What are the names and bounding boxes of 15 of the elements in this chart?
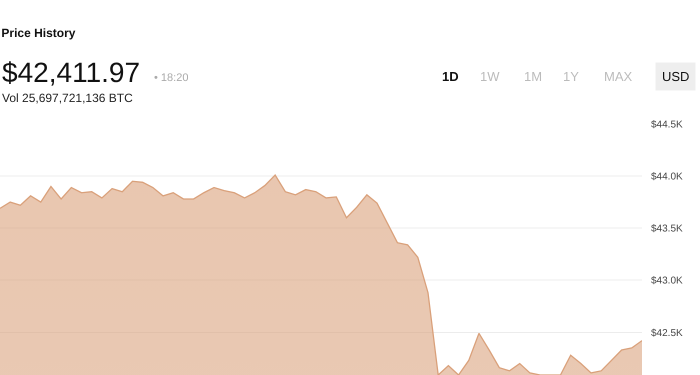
- text: • 18:20: [154, 72, 188, 84]
- chart-title: Price History: [1, 26, 76, 40]
- text: 1M: [524, 69, 542, 84]
- text: Vol 25,697,721,136 BTC: [2, 91, 134, 105]
- y-tick-label: $42.5K: [651, 328, 684, 339]
- text: 1D: [442, 69, 459, 84]
- text: 1W: [480, 69, 500, 84]
- y-tick-label: $44.0K: [651, 172, 684, 183]
- y-tick-label: $44.5K: [651, 120, 684, 130]
- text: USD: [662, 69, 690, 84]
- text: 1Y: [563, 69, 580, 84]
- y-tick-label: $43.0K: [651, 276, 684, 287]
- text: MAX: [604, 69, 632, 84]
- chart-subtitle: $42,411.97: [2, 57, 140, 88]
- y-tick-label: $43.5K: [651, 224, 684, 235]
